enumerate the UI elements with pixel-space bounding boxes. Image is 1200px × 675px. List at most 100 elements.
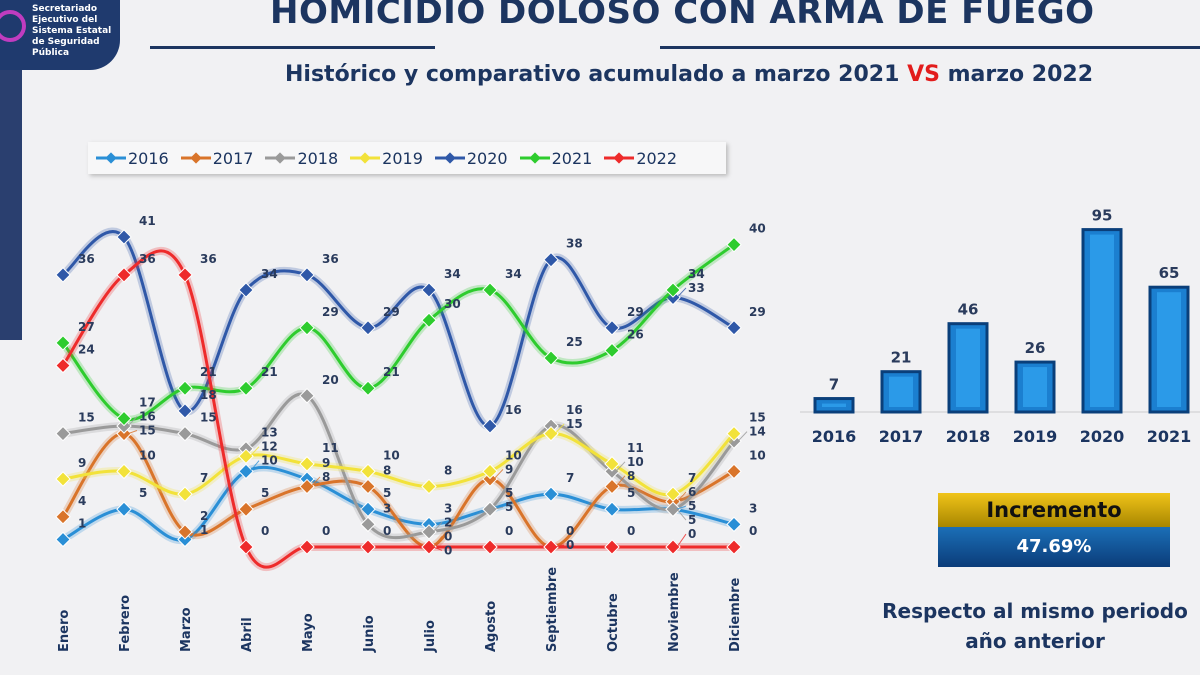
data-label-2017: 4 <box>78 494 86 508</box>
data-label-2020: 16 <box>505 403 522 417</box>
data-point <box>604 478 620 495</box>
data-point <box>55 267 71 283</box>
data-point <box>482 418 498 434</box>
data-label-2022: 24 <box>78 343 95 357</box>
data-label-2018: 5 <box>688 513 696 527</box>
data-point <box>177 524 193 540</box>
data-label-2016: 9 <box>322 456 330 470</box>
data-point <box>421 478 437 495</box>
bar-category-label: 2018 <box>946 427 991 446</box>
divider <box>150 46 435 49</box>
data-point <box>543 539 559 555</box>
data-point <box>55 471 71 487</box>
data-label-2020: 29 <box>383 305 400 319</box>
data-point <box>726 425 742 442</box>
legend-item-2020: 2020 <box>434 149 508 168</box>
data-point <box>665 282 681 298</box>
data-label-2018: 5 <box>505 500 513 514</box>
data-label-2017: 8 <box>383 464 391 478</box>
data-label-leader <box>554 423 565 434</box>
data-label-2020: 29 <box>749 305 766 319</box>
data-point <box>360 463 376 480</box>
data-label-2022: 0 <box>688 527 696 541</box>
data-label-2016: 10 <box>261 454 278 468</box>
data-point <box>177 486 193 502</box>
data-label-2016: 5 <box>505 486 513 500</box>
data-point <box>177 380 193 397</box>
data-label-2018: 14 <box>749 425 766 439</box>
legend-label: 2021 <box>551 148 593 168</box>
data-label-2018: 16 <box>566 403 583 417</box>
data-label-leader <box>310 476 321 487</box>
data-point <box>55 508 71 525</box>
data-label-2019: 10 <box>505 448 522 462</box>
bar-category-label: 2021 <box>1147 427 1192 446</box>
data-label-2017: 9 <box>505 462 513 476</box>
bar-value-label: 46 <box>958 301 979 319</box>
bar-face <box>822 403 846 407</box>
sidebar <box>0 70 22 340</box>
subtitle-vs: VS <box>907 62 940 87</box>
data-point <box>421 312 437 328</box>
data-label-2022: 0 <box>505 524 513 538</box>
data-label-leader <box>676 508 687 521</box>
data-label-2016: 5 <box>688 499 696 513</box>
x-tick-label: Julio <box>423 620 438 653</box>
data-point <box>299 319 315 336</box>
data-label-leader <box>432 521 443 533</box>
data-label-2021: 17 <box>139 395 156 409</box>
data-point <box>604 539 620 555</box>
data-point <box>116 463 132 480</box>
data-point <box>238 282 254 298</box>
data-point <box>299 456 315 472</box>
data-label-leader <box>615 461 626 472</box>
data-label-2018: 15 <box>200 411 217 425</box>
bar-value-label: 26 <box>1025 339 1046 357</box>
data-point <box>360 319 376 336</box>
data-label-leader <box>249 446 260 457</box>
data-label-2018: 3 <box>383 501 391 515</box>
data-point <box>238 539 254 555</box>
x-tick-label: Diciembre <box>728 578 743 652</box>
data-point <box>726 236 742 253</box>
data-label-2017: 0 <box>566 524 574 538</box>
x-tick-label: Junio <box>362 615 377 653</box>
data-point <box>238 501 254 517</box>
data-label-leader <box>676 287 687 298</box>
data-label-2022: 0 <box>322 524 330 538</box>
x-tick-label: Febrero <box>118 595 133 652</box>
incremento-value: 47.69% <box>938 527 1170 567</box>
data-label-2017: 8 <box>322 470 330 484</box>
data-point <box>360 539 376 555</box>
x-tick-label: Septiembre <box>545 567 560 652</box>
x-tick-label: Mayo <box>301 613 316 652</box>
data-label-2019: 11 <box>322 441 339 455</box>
data-point <box>665 501 681 517</box>
data-point <box>482 463 498 480</box>
bar-face <box>889 376 913 407</box>
legend-label: 2019 <box>382 148 423 168</box>
data-label-2021: 34 <box>688 267 705 281</box>
data-label-2019: 10 <box>139 448 156 462</box>
data-label-2021: 30 <box>444 297 461 311</box>
data-label-leader <box>188 529 199 540</box>
data-label-leader <box>432 535 443 548</box>
x-tick-label: Noviembre <box>667 572 682 652</box>
data-point <box>360 501 376 517</box>
x-tick-label: Marzo <box>179 607 194 652</box>
data-point <box>55 425 71 442</box>
data-label-2018: 2 <box>444 515 452 529</box>
legend-marker-icon <box>180 152 211 164</box>
data-label-2019: 15 <box>566 417 583 431</box>
data-label-leader <box>676 491 687 502</box>
data-point <box>360 516 376 533</box>
data-label-2020: 33 <box>688 281 705 295</box>
data-label-2022: 36 <box>139 252 156 266</box>
data-point <box>726 539 742 555</box>
data-point <box>543 350 559 366</box>
data-point <box>116 410 132 427</box>
data-label-2016: 5 <box>627 486 635 500</box>
legend: 2016 2017 2018 2019 2020 2021 2022 <box>88 142 726 174</box>
data-label-2022: 0 <box>566 538 574 552</box>
data-label-2021: 21 <box>200 365 217 379</box>
